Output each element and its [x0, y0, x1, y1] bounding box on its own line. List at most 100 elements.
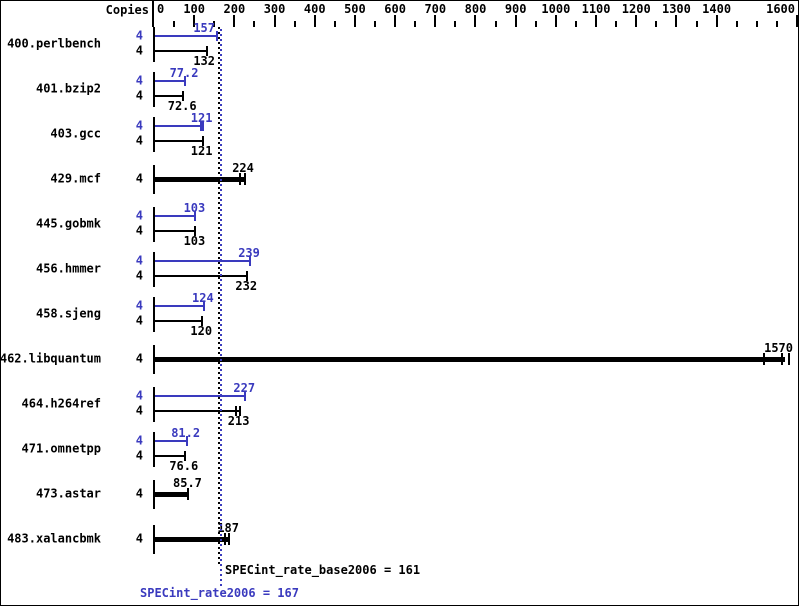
group-bracket — [153, 345, 155, 374]
copies-value: 4 — [135, 403, 143, 418]
bar-value-label: 103 — [183, 234, 206, 248]
base-bar-end-tick — [194, 226, 197, 236]
base-peak-bar — [155, 177, 245, 182]
bar-value-label: 187 — [217, 521, 239, 535]
base-bar — [155, 140, 203, 142]
peak-bar — [155, 35, 218, 37]
peak-bar-end-tick — [249, 256, 252, 266]
peak-bar — [155, 440, 187, 442]
copies-value: 4 — [135, 133, 143, 148]
bar-value-label: 81.2 — [171, 426, 201, 440]
x-axis-tick — [474, 15, 477, 27]
bar-value-label: 213 — [227, 414, 250, 428]
x-axis-tick — [193, 15, 196, 27]
group-bracket — [153, 252, 155, 287]
bar-value-label: 121 — [190, 111, 213, 125]
peak-bar-end-tick — [194, 211, 197, 221]
group-bracket — [153, 207, 155, 242]
bar-value-label: 132 — [193, 54, 216, 68]
x-axis-tick — [695, 21, 698, 27]
base-bar — [155, 410, 240, 412]
bar-value-label: 76.6 — [169, 459, 199, 473]
bar-value-label: 120 — [190, 324, 213, 338]
benchmark-label: 445.gobmk — [35, 216, 101, 231]
x-axis-tick — [233, 15, 236, 27]
x-axis-tick-label: 1300 — [661, 2, 691, 16]
bar-value-label: 124 — [192, 291, 214, 305]
peak-bar-end-tick — [184, 76, 187, 86]
x-axis-tick — [735, 21, 738, 27]
copies-value: 4 — [135, 486, 143, 501]
copies-value: 4 — [135, 313, 143, 328]
copies-value: 4 — [135, 171, 143, 186]
base-bar-end-tick — [238, 406, 241, 416]
peak-result-text: SPECint_rate2006 = 167 — [140, 586, 299, 600]
base-bar-end-tick — [246, 271, 249, 281]
x-axis-tick-label: 600 — [384, 2, 406, 16]
benchmark-label: 401.bzip2 — [35, 81, 101, 96]
group-bracket — [153, 525, 155, 554]
copies-value: 4 — [135, 253, 143, 268]
peak-bar-end-tick — [244, 391, 247, 401]
bar-end-tick — [239, 173, 242, 185]
x-axis-tick — [615, 21, 618, 27]
base-peak-bar — [155, 537, 230, 542]
copies-value: 4 — [135, 433, 143, 448]
base-peak-bar — [155, 357, 785, 362]
x-axis-tick — [675, 15, 678, 27]
bar-value-label: 224 — [232, 161, 254, 175]
x-axis-tick-label: 1600 — [766, 2, 795, 16]
group-bracket — [153, 480, 155, 509]
bar-value-label: 103 — [183, 201, 206, 215]
base-bar-end-tick — [201, 136, 204, 146]
bar-value-label: 1570 — [764, 341, 794, 355]
peak-bar — [155, 215, 196, 217]
benchmark-label: 483.xalancbmk — [7, 531, 101, 546]
bar-value-label: 121 — [190, 144, 213, 158]
x-axis-tick-label: 700 — [424, 2, 447, 16]
copies-value: 4 — [135, 88, 143, 103]
group-bracket — [153, 72, 155, 107]
base-result-text: SPECint_rate_base2006 = 161 — [225, 563, 421, 577]
bar-value-label: 239 — [238, 246, 260, 260]
peak-bar — [155, 125, 203, 127]
bar-value-label: 77.2 — [169, 66, 199, 80]
peak-bar-end-tick — [199, 121, 202, 131]
x-axis-tick-label: 0 — [157, 2, 165, 16]
benchmark-label: 462.libquantum — [0, 351, 101, 366]
copies-value: 4 — [135, 298, 143, 313]
x-axis-tick — [374, 21, 377, 27]
bar-end-tick — [762, 353, 765, 365]
benchmark-label: 456.hmmer — [35, 261, 101, 276]
base-peak-bar — [155, 492, 189, 497]
bar-end-tick — [187, 488, 190, 500]
bar-end-tick — [228, 533, 231, 545]
x-axis-tick — [775, 21, 778, 27]
benchmark-label: 464.h264ref — [21, 396, 101, 411]
benchmark-label: 429.mcf — [50, 171, 101, 186]
copies-value: 4 — [135, 268, 143, 283]
peak-reference-line — [220, 27, 223, 586]
group-bracket — [153, 297, 155, 332]
bar-value-label: 85.7 — [173, 476, 202, 490]
base-bar — [155, 230, 196, 232]
copies-value: 4 — [135, 208, 143, 223]
bar-end-tick — [780, 353, 783, 365]
base-bar-end-tick — [201, 316, 204, 326]
x-axis-tick-label: 1400 — [702, 2, 732, 16]
x-axis-tick — [795, 15, 798, 27]
bar-value-label: 72.6 — [167, 99, 197, 113]
base-bar — [155, 95, 184, 97]
benchmark-label: 473.astar — [35, 486, 101, 501]
bar-value-label: 227 — [233, 381, 256, 395]
benchmark-label: 400.perlbench — [7, 36, 101, 51]
peak-bar-end-tick — [202, 301, 205, 311]
group-bracket — [153, 117, 155, 152]
x-axis-tick — [434, 15, 437, 27]
copies-column-header: Copies — [105, 3, 149, 17]
peak-bar — [155, 260, 251, 262]
copies-value: 4 — [135, 118, 143, 133]
base-bar — [155, 455, 185, 457]
y-axis-line — [152, 1, 154, 27]
